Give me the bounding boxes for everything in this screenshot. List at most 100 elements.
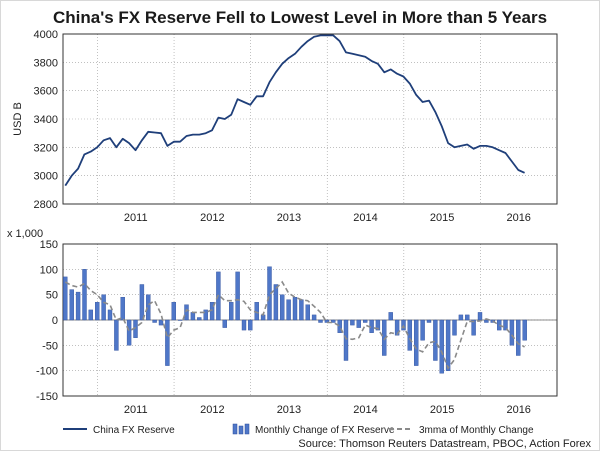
top-ytick-3400: 3400 <box>34 114 58 126</box>
bar-68 <box>497 319 502 331</box>
bar-26 <box>228 302 234 321</box>
bar-46 <box>356 319 361 328</box>
bot-xtick-2015: 2015 <box>430 404 454 416</box>
bar-33 <box>273 284 279 321</box>
bar-9 <box>120 297 125 321</box>
bar-37 <box>299 299 304 321</box>
bar-18 <box>177 319 183 321</box>
bar-13 <box>146 294 151 321</box>
bot-xtick-2012: 2012 <box>200 404 224 416</box>
bar-40 <box>318 319 323 323</box>
bar-19 <box>184 304 189 321</box>
bar-43 <box>337 319 342 333</box>
bottom-plot-area <box>62 243 558 397</box>
bar-0 <box>63 276 68 321</box>
bot-xtick-2011: 2011 <box>124 404 148 416</box>
bar-7 <box>107 309 113 321</box>
bot-xtick-2014: 2014 <box>353 404 377 416</box>
bar-41 <box>324 319 330 323</box>
reserve-line-group <box>64 34 525 187</box>
bar-8 <box>114 319 119 351</box>
bar-22 <box>203 309 208 321</box>
bar-60 <box>445 319 451 371</box>
source-note: Source: Thomson Reuters Datastream, PBOC… <box>298 438 591 450</box>
bar-59 <box>439 319 444 374</box>
bar-44 <box>343 319 349 361</box>
legend-monthly-swatch-2 <box>238 425 244 435</box>
bar-10 <box>126 319 132 346</box>
legend-reserve-label: China FX Reserve <box>93 425 175 436</box>
top-ytick-3200: 3200 <box>34 142 58 154</box>
bar-56 <box>420 319 425 341</box>
top-y-axis-label: USD B <box>12 102 24 136</box>
bar-57 <box>426 319 432 323</box>
bar-4 <box>88 309 94 321</box>
bar-17 <box>171 302 177 321</box>
top-ytick-3600: 3600 <box>34 86 58 98</box>
bar-34 <box>280 294 285 321</box>
bot-xtick-2013: 2013 <box>277 404 301 416</box>
monthly-change-bars <box>63 266 527 374</box>
bar-69 <box>503 319 508 331</box>
top-y-tick-labels: 4000 3800 3600 3400 3200 3000 2800 <box>34 29 58 211</box>
bar-21 <box>197 317 202 321</box>
bar-49 <box>375 319 381 331</box>
mma-line <box>64 280 525 370</box>
bar-29 <box>248 319 253 331</box>
top-ytick-2800: 2800 <box>34 199 58 211</box>
bar-65 <box>477 312 483 321</box>
legend-mma-label: 3mma of Monthly Change <box>419 425 534 436</box>
top-xtick-2015: 2015 <box>430 212 454 224</box>
top-xtick-2011: 2011 <box>124 212 148 224</box>
bar-66 <box>484 319 489 323</box>
bar-3 <box>82 269 87 321</box>
bottom-y-axis-label: x 1,000 <box>7 228 43 240</box>
bar-51 <box>388 312 393 321</box>
mma-line-group <box>64 280 525 370</box>
bar-36 <box>292 297 298 321</box>
bar-55 <box>414 319 419 366</box>
bar-63 <box>465 314 470 321</box>
bot-ytick-50: 50 <box>46 290 58 302</box>
bot-ytick--50: -50 <box>42 340 58 352</box>
top-xtick-2014: 2014 <box>353 212 377 224</box>
bar-71 <box>516 319 521 356</box>
bot-ytick--100: -100 <box>36 366 58 378</box>
top-ytick-3800: 3800 <box>34 57 58 69</box>
bottom-y-tick-labels: 150 100 50 0 -50 -100 -150 <box>36 239 58 403</box>
bar-52 <box>394 319 400 336</box>
bar-42 <box>331 319 336 323</box>
bar-47 <box>363 319 368 323</box>
bot-ytick--150: -150 <box>36 391 58 403</box>
top-ytick-4000: 4000 <box>34 29 58 41</box>
bot-ytick-0: 0 <box>52 315 58 327</box>
legend-monthly-swatch-3 <box>244 423 250 435</box>
bar-6 <box>101 294 106 321</box>
bar-27 <box>235 271 240 321</box>
bar-45 <box>350 319 355 326</box>
bar-15 <box>158 319 164 326</box>
bar-16 <box>165 319 170 366</box>
bar-20 <box>190 312 196 321</box>
bar-62 <box>458 314 464 321</box>
bar-64 <box>471 319 476 336</box>
bar-5 <box>94 302 100 321</box>
bot-ytick-150: 150 <box>40 239 58 251</box>
bar-70 <box>509 319 515 346</box>
bar-2 <box>75 291 81 321</box>
bar-39 <box>311 314 317 321</box>
bar-58 <box>433 319 438 361</box>
legend: China FX Reserve Monthly Change of FX Re… <box>63 423 534 436</box>
bar-14 <box>152 319 157 323</box>
legend-monthly-label: Monthly Change of FX Reserve <box>255 425 395 436</box>
bar-38 <box>305 304 310 321</box>
chart-title: China's FX Reserve Fell to Lowest Level … <box>52 8 548 27</box>
legend-monthly-swatch-1 <box>232 423 238 435</box>
top-ytick-3000: 3000 <box>34 171 58 183</box>
top-plot-area <box>62 33 558 205</box>
bar-25 <box>222 319 228 328</box>
bar-72 <box>522 319 527 341</box>
top-xtick-2013: 2013 <box>277 212 301 224</box>
